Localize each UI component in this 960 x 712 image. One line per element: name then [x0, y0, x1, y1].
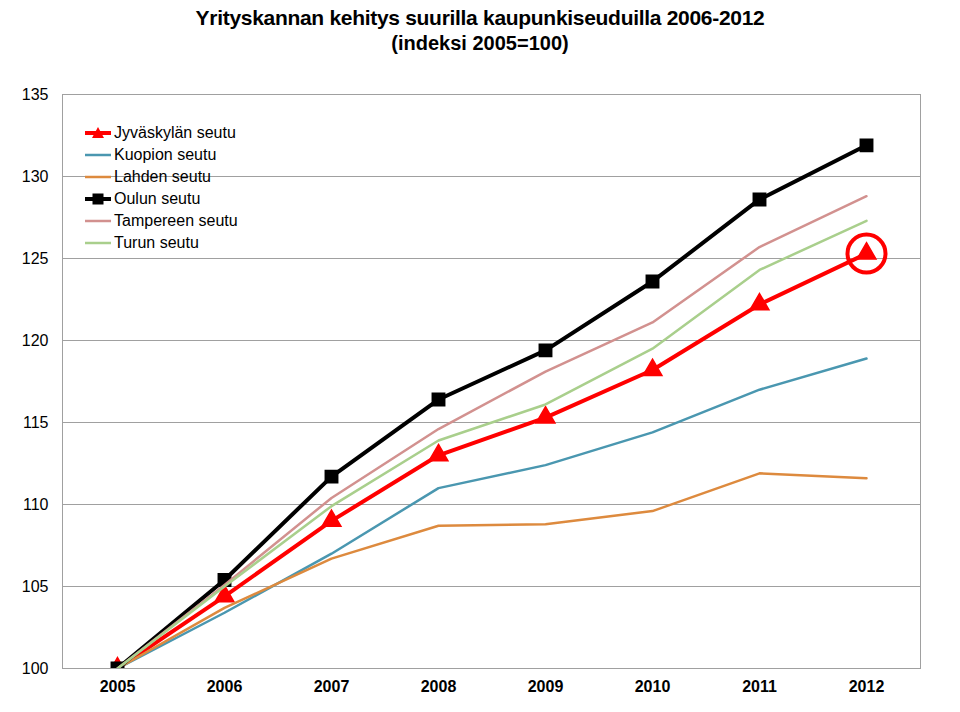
html-text:Turun seutu: Turun seutu: [114, 234, 199, 251]
html-text:Jyväskylän seutu: Jyväskylän seutu: [114, 124, 236, 141]
html-text:Tampereen seutu: Tampereen seutu: [114, 212, 238, 229]
svg-text:2008: 2008: [421, 678, 457, 695]
svg-text:120: 120: [22, 332, 49, 349]
svg-text:2010: 2010: [635, 678, 671, 695]
svg-text:2009: 2009: [528, 678, 564, 695]
svg-text:135: 135: [22, 86, 49, 103]
svg-text:100: 100: [22, 660, 49, 677]
svg-text:115: 115: [23, 414, 49, 431]
html-text:Oulun seutu: Oulun seutu: [114, 190, 201, 207]
svg-text:125: 125: [22, 250, 49, 267]
svg-text:2006: 2006: [207, 678, 243, 695]
html-text:Yrityskannan kehitys suurilla: Yrityskannan kehitys suurilla kaupunkise…: [195, 6, 765, 29]
svg-text:130: 130: [22, 168, 49, 185]
svg-text:105: 105: [22, 578, 49, 595]
svg-text:2012: 2012: [849, 678, 885, 695]
html-text:Lahden seutu: Lahden seutu: [114, 168, 211, 185]
svg-text:2011: 2011: [742, 678, 777, 695]
svg-text:2007: 2007: [314, 678, 350, 695]
svg-text:2005: 2005: [100, 678, 136, 695]
svg-text:110: 110: [23, 496, 49, 513]
html-text:Kuopion seutu: Kuopion seutu: [114, 146, 217, 163]
html-text:(indeksi 2005=100): (indeksi 2005=100): [391, 32, 569, 54]
